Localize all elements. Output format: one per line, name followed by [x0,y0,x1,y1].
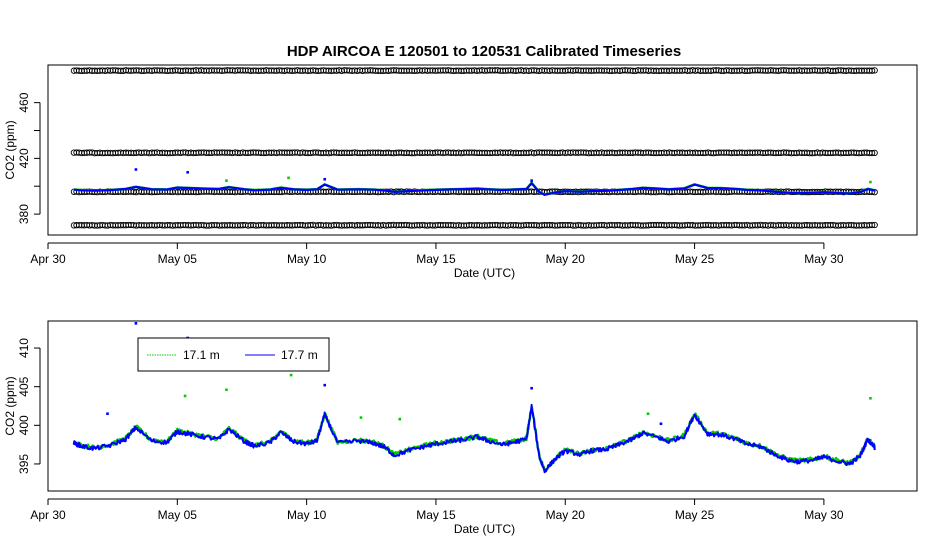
outlier-point [530,179,533,182]
series-line-17-7-m [72,403,877,474]
plot-frame [47,64,918,236]
outlier-point [323,383,327,387]
outlier-point [398,417,402,421]
outlier-point [359,416,363,419]
outlier-point [287,176,290,180]
legend-label: 17.7 m [281,348,318,362]
outlier-point [869,180,872,184]
calibration-band-372 [70,221,878,229]
calibration-point [868,221,876,229]
y-tick-label: 400 [17,415,31,435]
calibration-point [871,67,878,74]
legend: 17.1 m 17.7 m [137,337,330,372]
calibration-point [868,67,876,74]
y-tick-label: 395 [17,454,31,474]
y-tick-label: 410 [17,338,31,358]
x-axis-label: Date (UTC) [454,522,515,536]
outlier-point [323,177,327,181]
outlier-point [225,179,228,182]
x-tick-label: May 10 [287,252,327,266]
plot-frame [47,320,918,492]
x-tick-label: May 15 [416,508,456,522]
y-tick-label: 380 [17,204,31,224]
outlier-point [106,412,109,416]
y-tick-label: 420 [17,148,31,168]
y-tick-label: 460 [17,92,31,112]
x-tick-label: Apr 30 [30,252,66,266]
panel-bottom: Apr 30 May 05 May 10 May 15 May 20 May 25 May … [3,320,918,536]
outlier-point [134,322,138,325]
x-tick-label: May 20 [546,508,586,522]
y-axis-label: CO2 (ppm) [3,376,17,435]
x-tick-label: May 30 [804,252,844,266]
x-axis-label: Date (UTC) [454,266,515,280]
outlier-point [134,168,138,171]
x-tick-label: May 05 [158,508,198,522]
outlier-point [183,394,187,398]
series-line-17-7-m [73,181,876,196]
calibration-band-424 [70,149,878,157]
x-tick-label: Apr 30 [30,508,66,522]
chart-title: HDP AIRCOA E 120501 to 120531 Calibrated… [287,43,681,60]
panel-top: Apr 30 May 05 May 10 May 15 May 20 May 25 May … [3,64,918,280]
calibration-point [868,149,876,157]
outlier-point [186,170,189,174]
plot-area [70,67,878,229]
x-tick-label: May 10 [287,508,327,522]
x-tick-label: May 30 [804,508,844,522]
outlier-point [869,396,872,400]
x-tick-label: May 25 [675,252,715,266]
calibration-band-483 [70,67,878,75]
outlier-point [659,422,663,426]
y-tick-label: 405 [17,376,31,396]
calibration-point [871,221,878,229]
outlier-point [530,386,533,390]
outlier-point [646,412,650,416]
x-tick-label: May 25 [675,508,715,522]
x-tick-label: May 15 [416,252,456,266]
calibration-point [871,149,878,157]
x-tick-label: May 05 [158,252,198,266]
x-tick-label: May 20 [546,252,586,266]
outlier-point [289,373,293,377]
outlier-point [225,388,228,392]
legend-label: 17.1 m [183,348,220,362]
y-axis-label: CO2 (ppm) [3,120,17,179]
